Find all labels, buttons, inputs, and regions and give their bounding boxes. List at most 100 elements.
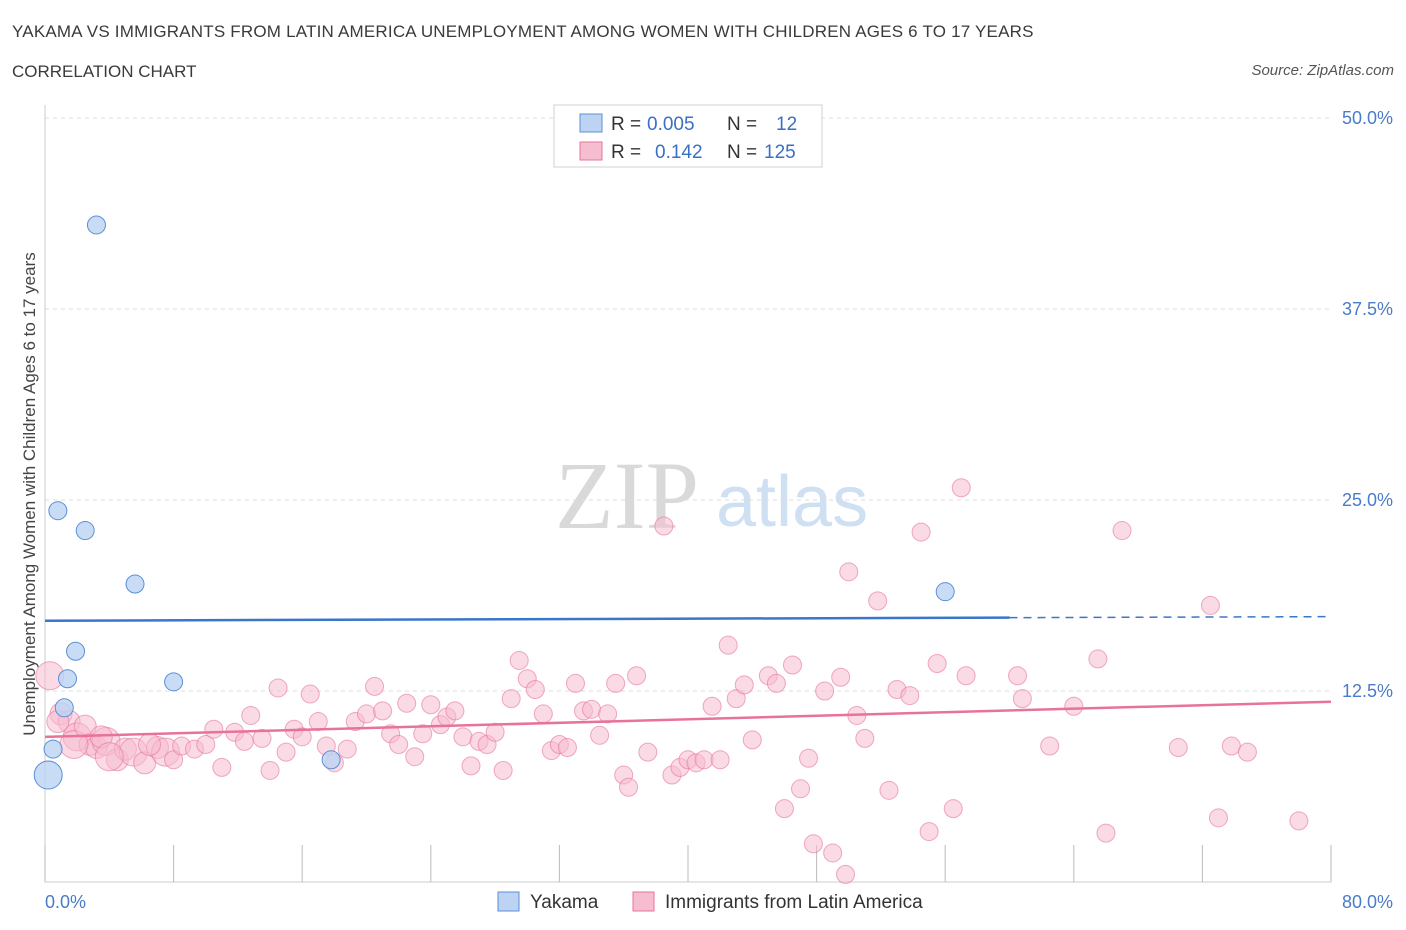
- x-tick-label-80: 80.0%: [1342, 892, 1393, 912]
- latin-point: [445, 701, 465, 721]
- latin-point: [911, 522, 931, 542]
- bottom-legend-latin: Immigrants from Latin America: [665, 892, 923, 913]
- latin-point: [766, 673, 786, 693]
- y-tick-label-3: 50.0%: [1342, 108, 1393, 128]
- latin-point: [868, 591, 888, 611]
- source-label: Source: ZipAtlas.com: [1251, 62, 1394, 79]
- legend-swatch-yakama: [579, 113, 603, 133]
- chart-title: YAKAMA VS IMMIGRANTS FROM LATIN AMERICA …: [12, 22, 1034, 41]
- latin-point: [710, 750, 730, 770]
- latin-point: [204, 719, 224, 739]
- latin-point: [397, 693, 417, 713]
- latin-point: [855, 728, 875, 748]
- latin-point: [357, 704, 376, 724]
- bottom-legend: Yakama Immigrants from Latin America: [497, 891, 923, 913]
- bottom-legend-yakama: Yakama: [530, 892, 599, 913]
- latin-point: [565, 673, 585, 693]
- latin-point: [196, 734, 216, 754]
- latin-point: [260, 760, 280, 780]
- bottom-legend-swatch-yakama: [497, 891, 520, 912]
- latin-point: [831, 667, 851, 687]
- latin-point: [927, 653, 947, 673]
- latin-point: [627, 666, 647, 686]
- latin-point: [137, 732, 161, 756]
- yakama-point: [321, 750, 341, 770]
- latin-point: [742, 730, 762, 750]
- latin-point: [533, 704, 553, 724]
- y-tick-label-2: 37.5%: [1342, 299, 1393, 319]
- latin-point: [694, 750, 714, 770]
- latin-point: [791, 779, 811, 799]
- latin-point: [1088, 649, 1108, 669]
- latin-point: [619, 777, 639, 797]
- latin-point: [337, 739, 357, 759]
- latin-point: [1008, 666, 1028, 686]
- latin-point: [606, 673, 626, 693]
- latin-point: [94, 742, 124, 772]
- latin-point: [839, 562, 859, 582]
- latin-point: [421, 695, 441, 715]
- latin-point: [461, 756, 481, 776]
- legend-r-label-2: R =: [611, 142, 641, 163]
- latin-point: [365, 676, 385, 696]
- y-tick-labels: 12.5% 25.0% 37.5% 50.0%: [1342, 108, 1393, 701]
- latin-point: [1168, 738, 1188, 758]
- latin-point: [501, 689, 521, 709]
- latin-point: [1237, 742, 1257, 762]
- yakama-trend-line: [44, 616, 1010, 622]
- yakama-trend-extension: [1009, 615, 1332, 619]
- latin-point: [73, 714, 97, 738]
- legend-n-value-1: 12: [776, 114, 797, 135]
- latin-point: [308, 712, 328, 732]
- legend-n-label-2: N =: [727, 142, 757, 163]
- latin-point: [823, 843, 843, 863]
- watermark-zip: ZIP: [555, 442, 699, 549]
- latin-point: [1040, 736, 1060, 756]
- yakama-point: [66, 641, 86, 661]
- latin-point: [413, 724, 433, 744]
- latin-point: [1289, 811, 1309, 831]
- bottom-legend-swatch-latin: [632, 891, 655, 912]
- latin-point: [493, 760, 513, 780]
- latin-point: [956, 666, 976, 686]
- legend-n-label-1: N =: [727, 114, 757, 135]
- x-tick-label-0: 0.0%: [45, 892, 86, 912]
- gridlines: [45, 117, 1331, 692]
- latin-point: [598, 704, 618, 724]
- watermark-atlas: atlas: [716, 462, 868, 542]
- y-tick-label-1: 25.0%: [1342, 490, 1393, 510]
- latin-point: [1221, 736, 1241, 756]
- latin-point: [782, 655, 802, 675]
- latin-point: [943, 799, 963, 819]
- yakama-point: [48, 501, 68, 521]
- latin-point: [1112, 521, 1132, 541]
- legend-r-value-1: 0.005: [647, 114, 695, 135]
- top-legend: R = 0.005 N = 12 R = 0.142 N = 125: [553, 104, 823, 168]
- x-ticks: [44, 845, 1332, 882]
- latin-point: [1200, 595, 1220, 615]
- latin-point: [702, 696, 722, 716]
- yakama-point: [75, 521, 95, 541]
- latin-point: [525, 679, 545, 699]
- latin-point: [815, 681, 835, 701]
- latin-point: [582, 699, 602, 719]
- latin-point: [803, 834, 823, 854]
- latin-point: [212, 757, 232, 777]
- trend-lines: [44, 615, 1332, 739]
- chart-subtitle: CORRELATION CHART: [12, 62, 197, 81]
- latin-point: [1012, 689, 1032, 709]
- latin-point: [241, 705, 261, 725]
- yakama-point: [86, 215, 106, 235]
- yakama-point: [33, 760, 63, 790]
- latin-point: [373, 701, 393, 721]
- latin-point: [951, 478, 971, 498]
- latin-point: [734, 675, 754, 695]
- yakama-point: [935, 582, 955, 602]
- yakama-point: [43, 739, 63, 759]
- yakama-point: [164, 672, 184, 692]
- yakama-point: [54, 698, 74, 718]
- latin-point: [453, 727, 473, 747]
- legend-r-value-2: 0.142: [655, 142, 703, 163]
- latin-point: [252, 728, 272, 748]
